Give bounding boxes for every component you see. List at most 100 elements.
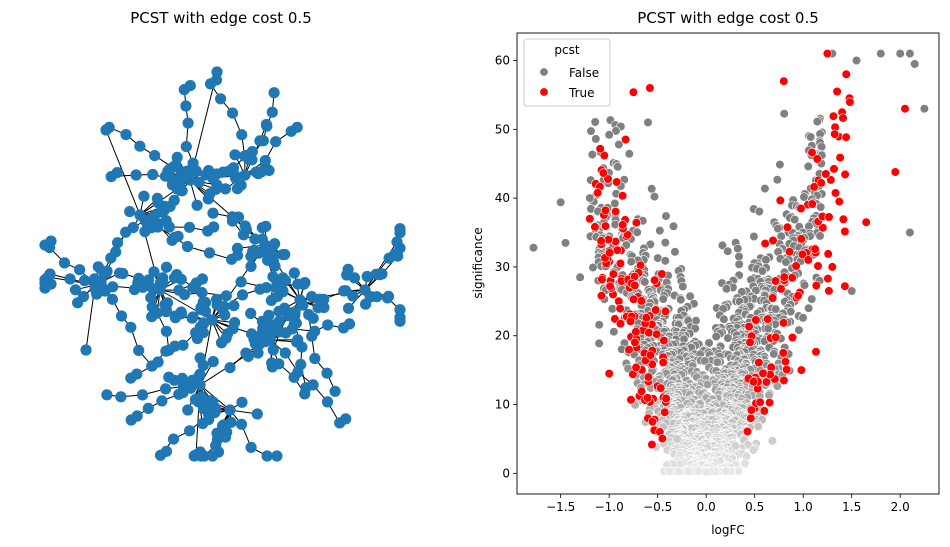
scatter-point-true [782,222,793,232]
network-node [226,107,239,119]
network-node [277,286,289,298]
scatter-point-true [746,413,756,423]
x-tick-label: 0.0 [697,500,716,514]
scatter-point-true [793,291,803,301]
network-node [240,347,252,359]
network-node [260,118,272,131]
network-node [160,261,173,273]
network-node [133,344,145,356]
network-node [295,358,307,371]
network-node [227,323,239,335]
network-node [245,260,257,272]
network-node [269,238,281,250]
network-node [115,391,127,403]
scatter-point-false [799,192,809,202]
scatter-point-false [632,227,642,237]
network-node [125,321,137,333]
scatter-point-false [700,356,710,366]
network-node [282,310,294,322]
network-edge [105,129,141,216]
scatter-point-true [840,169,850,179]
scatter-point-true [615,304,625,314]
scatter-point-true [791,261,801,271]
scatter-point-true [597,274,607,285]
scatter-point-false [594,338,604,349]
scatter-point-true [645,350,656,360]
network-node [291,121,303,133]
network-node [120,226,132,238]
network-node [151,307,163,319]
legend: pcst False True [523,38,611,107]
x-tick-label: 2.0 [891,500,910,514]
x-tick-label: −1.0 [595,500,624,514]
network-node [239,169,251,181]
scatter-point-true [604,248,615,258]
scatter-point-false [851,55,862,66]
scatter-point-true [778,318,789,328]
network-node [152,356,164,368]
network-node [145,292,157,304]
scatter-point-false [740,458,750,469]
scatter-point-false [660,256,670,266]
network-node [142,402,154,414]
scatter-point-true [660,407,670,417]
scatter-point-true [754,358,764,368]
scatter-point-true [659,336,669,346]
scatter-point-false [769,349,779,359]
network-node [270,136,282,148]
y-tick-label: 0 [502,466,510,480]
x-tick-label: 1.5 [842,500,861,514]
scatter-point-false [895,48,905,59]
scatter-point-false [776,231,786,241]
network-node [64,273,76,285]
network-node [160,383,172,395]
scatter-point-true [775,195,785,205]
network-node [249,233,261,245]
network-node [173,284,185,296]
scatter-point-false [805,132,816,142]
scatter-point-false [798,313,808,323]
network-node [203,409,215,421]
scatter-point-false [721,466,731,476]
scatter-point-false [757,266,768,276]
network-node [171,269,183,281]
scatter-point-false [609,327,619,337]
network-node [110,246,122,258]
scatter-point-true [643,372,654,382]
scatter-point-true [810,244,820,254]
network-node [250,166,262,178]
network-node [143,274,155,286]
network-node [194,368,206,380]
network-node [277,249,289,261]
network-node [72,297,84,309]
network-node [251,408,263,420]
network-node [196,287,208,299]
network-node [197,359,209,371]
legend-label-true: True [568,86,595,100]
network-node [245,441,257,453]
network-node [106,293,118,305]
scatter-point-false [674,466,684,476]
scatter-point-false [876,48,886,59]
network-node [220,290,232,302]
network-node [360,298,372,310]
network-node [183,221,196,233]
network-node [224,362,236,374]
scatter-point-true [830,129,840,139]
network-node [288,267,300,279]
network-node [271,450,283,462]
scatter-point-true [900,104,910,114]
network-node [226,211,238,223]
scatter-point-false [594,320,604,330]
scatter-point-false [749,231,759,242]
scatter-point-true [636,296,647,306]
network-node [200,169,212,181]
network-node [321,367,333,379]
network-node [306,330,318,342]
scatter-point-true [661,393,671,404]
scatter-point-true [657,434,668,444]
network-node [274,326,286,338]
scatter-point-false [760,184,770,194]
x-tick-label: −0.5 [643,500,672,514]
network-node [260,282,272,294]
